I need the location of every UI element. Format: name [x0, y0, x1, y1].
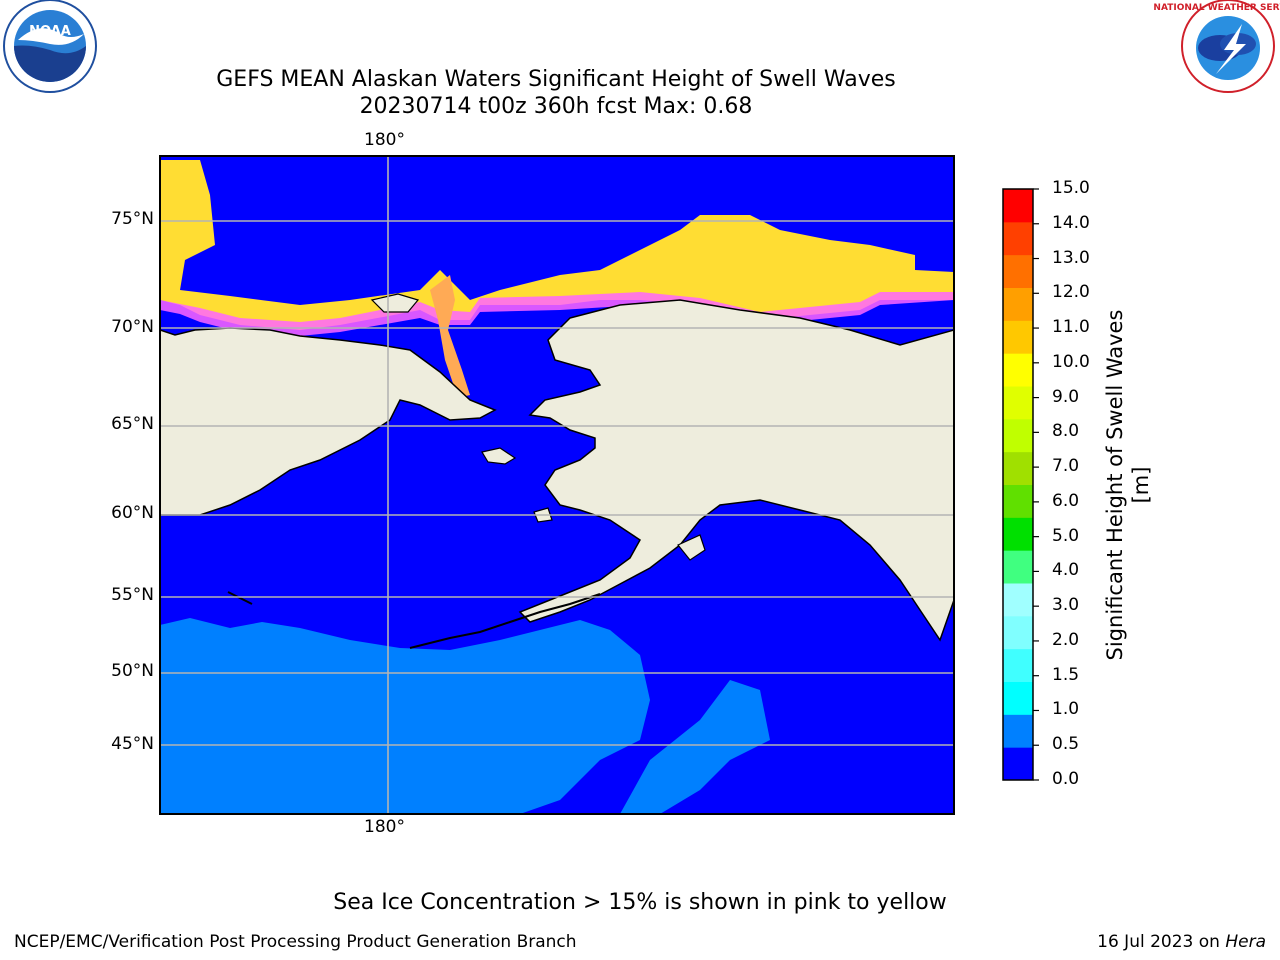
colorbar-tick-label: 2.0: [1052, 629, 1080, 650]
colorbar-bin: [1003, 386, 1033, 420]
colorbar-title: Significant Height of Swell Waves [m]: [1103, 309, 1153, 661]
land-chukotka: [160, 327, 497, 516]
colorbar-frame: [1002, 188, 1034, 781]
colorbar-bin: [1003, 747, 1033, 781]
colorbar-tick-label: 15.0: [1052, 178, 1090, 198]
swell-region-0-5-1: [160, 618, 650, 814]
footer-host: Hera: [1225, 932, 1266, 952]
colorbar-bin: [1003, 714, 1033, 748]
colorbar-bin: [1003, 189, 1033, 223]
colorbar-bin: [1003, 681, 1033, 715]
colorbar-tick-label: 7.0: [1052, 456, 1080, 477]
lat-label-65: 65°N: [111, 414, 154, 434]
colorbar-bin: [1003, 320, 1033, 354]
colorbar-bin: [1003, 451, 1033, 485]
colorbar: [1002, 188, 1039, 781]
colorbar-tick-label: 13.0: [1052, 247, 1090, 268]
colorbar-bin: [1003, 418, 1033, 453]
sea-ice-band-west: [160, 160, 954, 330]
lat-label-70: 70°N: [111, 317, 154, 337]
title-line-2: 20230714 t00z 360h fcst Max: 0.68: [359, 94, 753, 119]
swell-region-0-5-1-east: [620, 680, 770, 814]
colorbar-tick-label: 0.5: [1052, 734, 1080, 755]
colorbar-tick-label: 1.5: [1052, 664, 1080, 685]
colorbar-bin: [1003, 517, 1033, 551]
colorbar-bin: [1003, 583, 1033, 617]
colorbar-tick-label: 1.0: [1052, 699, 1080, 720]
land-wrangel-island: [370, 293, 420, 313]
colorbar-bin: [1003, 615, 1033, 650]
noaa-logo: NOAA: [3, 0, 97, 93]
colorbar-tick-label: 6.0: [1052, 490, 1080, 511]
colorbar-tick-label: 4.0: [1052, 560, 1080, 581]
sea-ice-caption: Sea Ice Concentration > 15% is shown in …: [333, 890, 947, 915]
colorbar-tick-label: 10.0: [1052, 351, 1090, 372]
svg-text:NATIONAL WEATHER SERVICE: NATIONAL WEATHER SERVICE: [1153, 3, 1280, 13]
sea-ice-tongue: [430, 275, 470, 398]
footer-date: 16 Jul 2023 on Hera: [1097, 932, 1266, 952]
colorbar-tick-label: 5.0: [1052, 525, 1080, 546]
colorbar-bin: [1003, 287, 1033, 321]
colorbar-tick-label: 8.0: [1052, 421, 1080, 442]
land-alaska: [518, 299, 954, 642]
colorbar-tick-label: 3.0: [1052, 595, 1080, 616]
map-frame: [159, 155, 955, 815]
colorbar-tick-label: 9.0: [1052, 386, 1080, 407]
footer-date-text: 16 Jul 2023 on: [1097, 932, 1226, 952]
colorbar-bin: [1003, 353, 1033, 387]
sea-ice-band-pink: [160, 292, 954, 336]
colorbar-bin: [1003, 648, 1033, 682]
colorbar-bin: [1003, 254, 1033, 288]
colorbar-bin: [1003, 550, 1033, 584]
commander-islands: [227, 591, 253, 605]
colorbar-tick-label: 12.0: [1052, 282, 1090, 303]
lat-label-45: 45°N: [111, 734, 154, 754]
lat-label-60: 60°N: [111, 503, 154, 523]
colorbar-bin: [1003, 484, 1033, 518]
land-st-lawrence-island: [481, 447, 517, 465]
nws-logo: NATIONAL WEATHER SERVICE: [1153, 0, 1280, 93]
colorbar-tick-label: 0.0: [1052, 769, 1080, 789]
lat-label-50: 50°N: [111, 661, 154, 681]
colorbar-tick-label: 11.0: [1052, 317, 1090, 338]
lon-label-bottom: 180°: [364, 817, 405, 837]
aleutian-islands: [409, 593, 601, 649]
title-line-1: GEFS MEAN Alaskan Waters Significant Hei…: [216, 67, 896, 92]
land-kodiak: [677, 534, 706, 561]
colorbar-tick-label: 14.0: [1052, 212, 1090, 233]
svg-text:NOAA: NOAA: [29, 24, 71, 39]
lat-label-55: 55°N: [111, 585, 154, 605]
lat-label-75: 75°N: [111, 209, 154, 229]
colorbar-bin: [1003, 221, 1033, 256]
lon-label-top: 180°: [364, 130, 405, 150]
footer-credit: NCEP/EMC/Verification Post Processing Pr…: [14, 932, 577, 952]
figure-title: GEFS MEAN Alaskan Waters Significant Hei…: [0, 66, 1112, 120]
map-panel: [160, 156, 954, 814]
gridlines: [160, 156, 954, 814]
